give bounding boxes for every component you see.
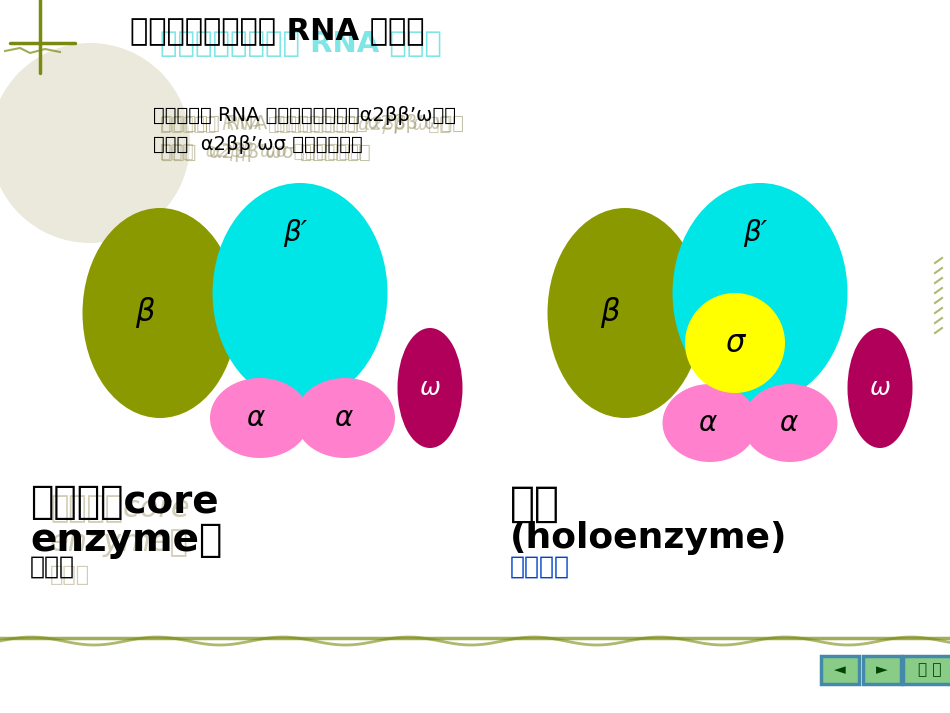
Text: enzyme）: enzyme）: [30, 521, 222, 559]
Text: 目 录: 目 录: [919, 662, 941, 677]
Text: 大肠杆菌的 RNA 聚合酶有核心酶（α2ββ’ω）和: 大肠杆菌的 RNA 聚合酶有核心酶（α2ββ’ω）和: [153, 106, 456, 125]
Ellipse shape: [743, 384, 838, 462]
Ellipse shape: [295, 378, 395, 458]
Text: ω: ω: [420, 376, 441, 400]
Ellipse shape: [547, 208, 702, 418]
Text: 大肠杆菌的 RNA 聚合酶有核心酶（α2ββ’ω）和: 大肠杆菌的 RNA 聚合酶有核心酶（α2ββ’ω）和: [160, 115, 450, 134]
Text: 全酶: 全酶: [510, 483, 560, 525]
Ellipse shape: [210, 378, 310, 458]
Text: β′: β′: [283, 219, 307, 247]
Text: β′: β′: [743, 219, 767, 247]
Text: 链延长: 链延长: [30, 555, 75, 579]
Ellipse shape: [847, 328, 913, 448]
Text: 全酶（  α2ββ’ωσ ）两种形式。: 全酶（ α2ββ’ωσ ）两种形式。: [160, 142, 361, 161]
Text: （一）原核生物的 RNA 聚合酶: （一）原核生物的 RNA 聚合酶: [160, 30, 442, 58]
Text: (holoenzyme): (holoenzyme): [510, 521, 788, 555]
FancyBboxPatch shape: [863, 656, 901, 684]
Text: 全酶（  α2ββ’ωσ ）两种形式。: 全酶（ α2ββ’ωσ ）两种形式。: [153, 135, 363, 154]
Text: 核心酶（core: 核心酶（core: [50, 494, 190, 523]
Text: α: α: [333, 404, 352, 432]
Ellipse shape: [662, 384, 757, 462]
FancyBboxPatch shape: [821, 656, 859, 684]
Ellipse shape: [83, 208, 238, 418]
Text: 转录起始: 转录起始: [510, 555, 570, 579]
Text: enzyme）: enzyme）: [50, 528, 189, 557]
Ellipse shape: [213, 183, 388, 403]
Text: ω: ω: [869, 376, 890, 400]
Text: σ: σ: [725, 329, 745, 357]
Text: α: α: [246, 404, 264, 432]
Text: ►: ►: [876, 662, 888, 677]
Ellipse shape: [0, 43, 190, 243]
Text: ◄: ◄: [834, 662, 846, 677]
Text: （一）原核生物的 RNA 聚合酶: （一）原核生物的 RNA 聚合酶: [130, 16, 425, 46]
Text: 链延长: 链延长: [50, 565, 90, 585]
Text: 核心酶（core: 核心酶（core: [30, 483, 219, 521]
Text: β: β: [600, 297, 619, 329]
Ellipse shape: [685, 293, 785, 393]
Text: α: α: [779, 409, 797, 437]
Ellipse shape: [397, 328, 463, 448]
Text: β: β: [135, 297, 155, 329]
Text: α: α: [698, 409, 716, 437]
FancyBboxPatch shape: [903, 656, 950, 684]
Ellipse shape: [673, 183, 847, 403]
Text: 大肠杆菌的 RNA 聚合酶有核心酶（α2ββ’ω）和: 大肠杆菌的 RNA 聚合酶有核心酶（α2ββ’ω）和: [161, 114, 464, 133]
Text: 全酶（  α2ββ’ωσ ）两种形式。: 全酶（ α2ββ’ωσ ）两种形式。: [161, 143, 370, 162]
